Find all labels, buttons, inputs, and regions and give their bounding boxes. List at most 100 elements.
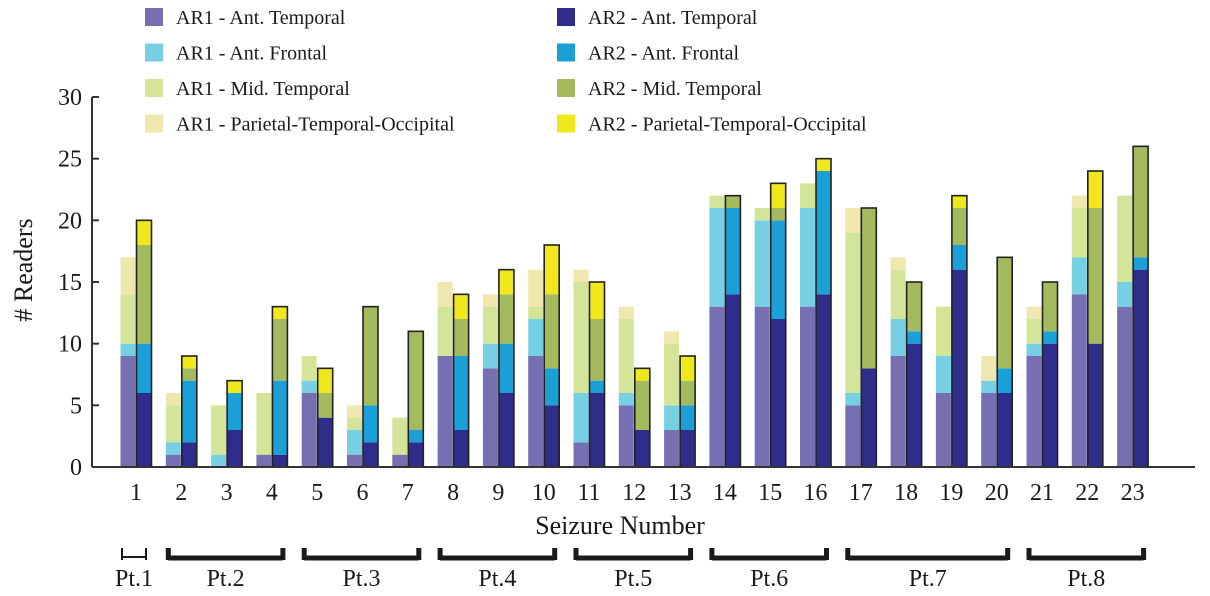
bar-segment-ar1-seizure-3 [211, 454, 227, 467]
bar-segment-ar1-seizure-22 [1071, 208, 1087, 258]
bar-segment-ar1-seizure-5 [301, 380, 317, 393]
legend-swatch [557, 114, 575, 133]
bar-segment-ar2-seizure-3 [227, 393, 243, 430]
bar-segment-ar1-seizure-7 [392, 454, 408, 467]
bar-segment-ar1-seizure-13 [664, 405, 680, 430]
bar-segment-ar2-seizure-8 [453, 430, 469, 467]
legend-swatch [145, 43, 163, 62]
y-tick-label: 10 [58, 332, 82, 358]
bar-segment-ar2-seizure-9 [498, 269, 514, 295]
x-tick-label: 8 [447, 480, 459, 506]
bar-segment-ar2-seizure-15 [770, 319, 786, 467]
bar-segment-ar1-seizure-1 [120, 257, 136, 295]
bar-segment-ar2-seizure-19 [951, 269, 967, 467]
bar-segment-ar2-seizure-9 [498, 393, 514, 467]
bar-segment-ar1-seizure-11 [573, 442, 589, 467]
patient-label: Pt.6 [750, 566, 788, 592]
bar-segment-ar2-seizure-15 [770, 220, 786, 319]
legend-swatch [557, 8, 575, 26]
bar-segment-ar2-seizure-10 [544, 368, 560, 406]
bar-segment-ar2-seizure-6 [363, 405, 378, 443]
bar-segment-ar1-seizure-10 [528, 319, 544, 356]
bar-segment-ar2-seizure-5 [317, 368, 333, 393]
y-ticks: 0 5 10 15 20 25 30 [58, 85, 99, 481]
bar-segment-ar1-seizure-15 [754, 220, 770, 307]
bar-segment-ar2-seizure-20 [997, 368, 1013, 393]
y-axis-title: # Readers [9, 218, 38, 321]
bar-segment-ar1-seizure-10 [528, 306, 544, 319]
bar-segment-ar1-seizure-12 [618, 405, 634, 467]
bar-segment-ar2-seizure-5 [317, 393, 333, 418]
bar-segment-ar2-seizure-21 [1042, 331, 1058, 344]
bar-segment-ar2-seizure-2 [181, 380, 197, 443]
legend-swatch [557, 43, 575, 62]
bar-segment-ar2-seizure-10 [544, 405, 560, 467]
bar-segment-ar2-seizure-1 [136, 343, 152, 393]
bar-segment-ar2-seizure-7 [408, 442, 424, 467]
x-tick-label: 18 [894, 480, 918, 506]
legend-label: AR1 - Ant. Frontal [176, 43, 328, 65]
bar-segment-ar2-seizure-3 [227, 430, 243, 467]
bar-segment-ar1-seizure-19 [935, 393, 951, 467]
bar-segment-ar2-seizure-4 [272, 306, 288, 319]
bar-segment-ar1-seizure-17 [845, 405, 861, 467]
legend-swatch [557, 79, 575, 97]
x-tick-label: 9 [492, 480, 504, 506]
bar-segment-ar2-seizure-23 [1133, 269, 1149, 467]
x-axis-title: Seizure Number [535, 511, 705, 540]
bar-segment-ar1-seizure-21 [1026, 343, 1042, 356]
bar-segment-ar2-seizure-2 [181, 368, 197, 381]
bar-segment-ar1-seizure-21 [1026, 356, 1042, 467]
patient-label: Pt.1 [115, 566, 153, 592]
bar-segment-ar2-seizure-17 [861, 208, 877, 369]
bar-segment-ar1-seizure-12 [618, 319, 634, 393]
legend-label: AR2 - Parietal-Temporal-Occipital [588, 114, 867, 136]
bar-segment-ar1-seizure-22 [1071, 257, 1087, 295]
patient-label: Pt.4 [478, 566, 516, 592]
y-tick-label: 30 [58, 85, 82, 111]
patient-label: Pt.3 [342, 566, 380, 592]
bar-segment-ar2-seizure-18 [906, 343, 922, 467]
patient-label: Pt.2 [207, 566, 245, 592]
bar-segment-ar1-seizure-20 [981, 380, 997, 393]
bar-segment-ar1-seizure-23 [1117, 282, 1133, 307]
bar-segment-ar1-seizure-7 [392, 417, 408, 455]
bar-segment-ar1-seizure-6 [347, 405, 362, 418]
bar-segment-ar2-seizure-13 [680, 380, 696, 406]
x-tick-label: 22 [1075, 480, 1099, 506]
bar-segment-ar2-seizure-9 [498, 343, 514, 393]
bar-segment-ar2-seizure-2 [181, 356, 197, 369]
bar-segment-ar2-seizure-9 [498, 294, 514, 344]
bar-segment-ar1-seizure-11 [573, 393, 589, 443]
bar-segment-ar1-seizure-20 [981, 393, 997, 467]
bar-segment-ar1-seizure-15 [754, 208, 770, 221]
bar-segment-ar1-seizure-15 [754, 306, 770, 467]
bar-segment-ar2-seizure-8 [453, 356, 469, 430]
bar-segment-ar2-seizure-23 [1133, 257, 1149, 270]
bar-segment-ar1-seizure-1 [120, 343, 136, 356]
bar-segment-ar2-seizure-8 [453, 319, 469, 356]
bar-segment-ar1-seizure-3 [211, 405, 227, 455]
bar-segment-ar2-seizure-18 [906, 282, 922, 332]
bar-segment-ar1-seizure-18 [890, 257, 906, 270]
bar-segment-ar1-seizure-18 [890, 319, 906, 356]
x-tick-label: 7 [402, 480, 414, 506]
patient-label: Pt.5 [614, 566, 652, 592]
bar-segment-ar1-seizure-17 [845, 232, 861, 393]
bar-segment-ar1-seizure-12 [618, 393, 634, 406]
bar-segment-ar1-seizure-2 [165, 454, 181, 467]
bar-segment-ar2-seizure-11 [589, 282, 605, 319]
legend-swatch [145, 8, 163, 26]
bar-segment-ar2-seizure-20 [997, 257, 1013, 369]
bar-segment-ar1-seizure-13 [664, 331, 680, 344]
bar-segment-ar2-seizure-14 [725, 195, 741, 208]
bar-segment-ar1-seizure-11 [573, 269, 589, 282]
bar-segment-ar2-seizure-19 [951, 208, 967, 245]
bar-segment-ar1-seizure-8 [437, 282, 453, 307]
bar-segment-ar1-seizure-18 [890, 269, 906, 319]
x-tick-label: 5 [311, 480, 323, 506]
bar-segment-ar1-seizure-8 [437, 356, 453, 467]
bars [120, 145, 1149, 468]
bar-segment-ar1-seizure-9 [482, 294, 498, 307]
bar-segment-ar1-seizure-4 [256, 454, 272, 467]
